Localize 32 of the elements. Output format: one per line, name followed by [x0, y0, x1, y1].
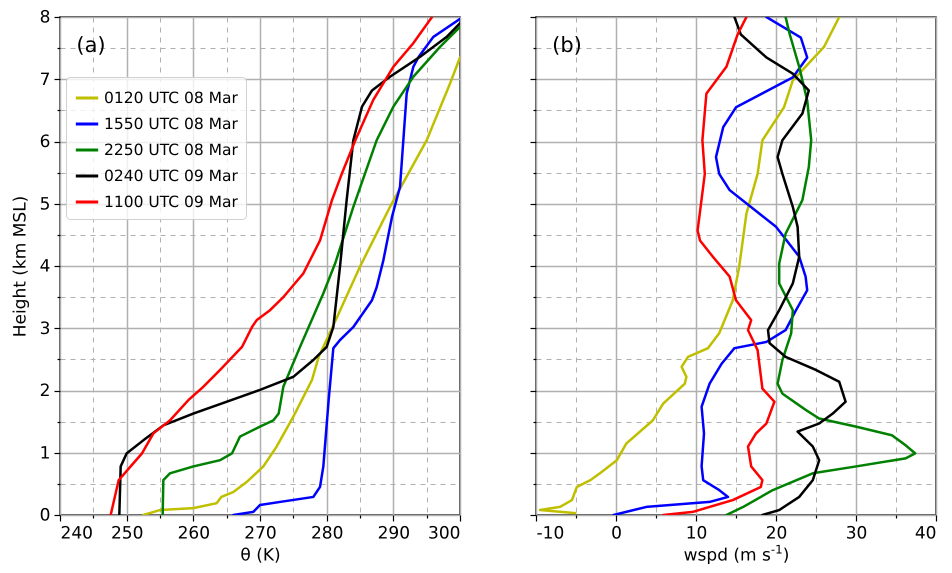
y-tick-label: 7	[40, 70, 50, 90]
x-tick-label: 40	[914, 524, 936, 544]
legend-label: 0120 UTC 08 Mar	[104, 89, 239, 107]
legend-label: 1100 UTC 09 Mar	[104, 193, 239, 211]
y-tick-label: 3	[40, 318, 50, 339]
y-tick-label: 2	[40, 381, 50, 401]
x-tick-label: 290	[378, 524, 410, 544]
x-axis-title: θ (K)	[240, 546, 281, 566]
x-tick-label: 250	[110, 524, 144, 544]
y-tick-label: 0	[40, 506, 50, 526]
x-tick-label: 30	[846, 524, 868, 544]
x-axis-title: wspd (m s$^{-1}$)	[684, 542, 790, 566]
annotation: (b)	[552, 33, 582, 57]
legend-label: 1550 UTC 08 Mar	[104, 115, 239, 133]
x-tick-label: 240	[60, 524, 93, 544]
x-tick-label: 20	[766, 524, 788, 544]
y-tick-label: 1	[40, 443, 50, 464]
legend-label: 0240 UTC 09 Mar	[104, 167, 239, 185]
x-tick-label: 270	[244, 524, 277, 544]
y-tick-label: 6	[40, 132, 50, 152]
x-tick-label: 300	[428, 524, 460, 544]
y-axis-title: Height (km MSL)	[10, 196, 31, 338]
annotation: (a)	[76, 33, 106, 57]
x-tick-label: 280	[310, 524, 344, 544]
y-tick-label: 5	[40, 194, 50, 214]
y-tick-label: 4	[40, 256, 50, 276]
legend-label: 2250 UTC 08 Mar	[104, 141, 239, 159]
x-tick-label: 260	[178, 524, 210, 544]
y-tick-label: 8	[40, 8, 50, 28]
x-tick-label: 0	[611, 524, 622, 544]
x-tick-label: 10	[686, 524, 708, 544]
x-tick-label: -10	[536, 524, 564, 544]
